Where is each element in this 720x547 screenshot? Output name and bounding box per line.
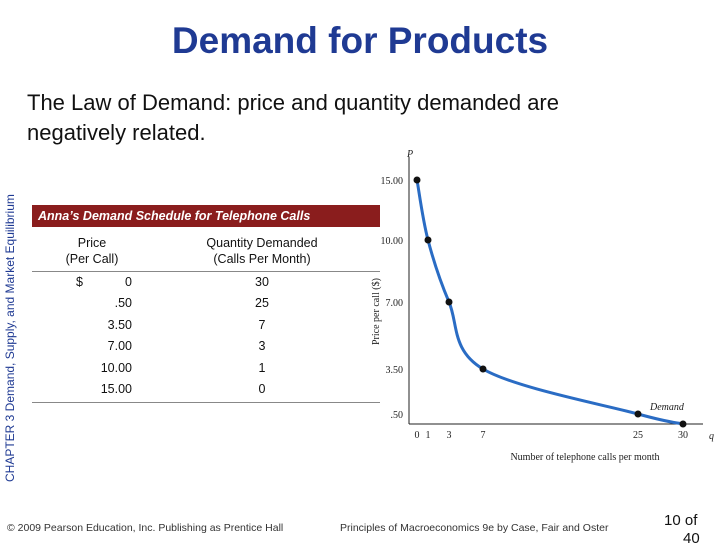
slide-title: Demand for Products — [171, 20, 549, 61]
cell-quantity: 7 — [258, 318, 266, 332]
cell-quantity: 0 — [258, 382, 266, 396]
demand-points — [413, 176, 687, 428]
table-row: $ 0 30 — [32, 275, 380, 295]
column-header-price-line1: Price — [77, 236, 107, 250]
y-tick-label: .50 — [391, 410, 404, 421]
demand-schedule-table: Anna’s Demand Schedule for Telephone Cal… — [32, 205, 380, 403]
cell-price: 3.50 — [107, 318, 132, 332]
table-row: 3.50 7 — [32, 318, 380, 338]
y-axis-label: Price per call ($) — [371, 278, 382, 345]
x-tick-label: 1 — [426, 430, 431, 441]
x-tick-label: 30 — [678, 430, 688, 441]
cell-price: 15.00 — [100, 382, 132, 396]
cell-price: 7.00 — [107, 339, 132, 353]
cell-price: .50 — [114, 296, 132, 310]
footer-copyright: © 2009 Pearson Education, Inc. Publishin… — [7, 522, 284, 534]
chapter-side-label: CHAPTER 3 Demand, Supply, and Market Equ… — [3, 194, 17, 482]
table-row: .50 25 — [32, 296, 380, 316]
y-tick-label: 10.00 — [381, 236, 404, 247]
x-axis-label: Number of telephone calls per month — [510, 452, 659, 463]
cell-quantity: 25 — [255, 296, 269, 310]
y-tick-label: 15.00 — [381, 176, 404, 187]
demand-curve — [415, 179, 684, 426]
curve-label: Demand — [649, 402, 685, 413]
column-header-price-line2: (Per Call) — [65, 252, 119, 266]
x-tick-label: 7 — [481, 430, 486, 441]
demand-curve-chart: P q Price per call ($) Number of telepho… — [371, 149, 714, 463]
demand-point — [634, 410, 642, 418]
table-row: 15.00 0 — [32, 382, 380, 402]
cell-quantity: 1 — [258, 361, 266, 375]
slide-subtitle: The Law of Demand: price and quantity de… — [27, 90, 559, 145]
table-row: 10.00 1 — [32, 361, 380, 381]
page-number-continued: 40 — [683, 530, 700, 547]
demand-point — [424, 236, 432, 244]
cell-price: 0 — [125, 275, 132, 289]
column-header-quantity-line2: (Calls Per Month) — [213, 252, 311, 266]
x-tick-label: 0 — [415, 430, 420, 441]
demand-point — [445, 298, 453, 306]
x-axis-letter: q — [709, 431, 714, 442]
y-axis-letter: P — [406, 149, 413, 160]
dollar-sign: $ — [76, 275, 83, 289]
x-tick-label: 25 — [633, 430, 643, 441]
cell-quantity: 30 — [255, 275, 269, 289]
x-tick-label: 3 — [447, 430, 452, 441]
demand-point — [413, 176, 421, 184]
table-bottom-rule — [32, 402, 380, 403]
y-tick-label: 3.50 — [386, 365, 404, 376]
demand-point — [479, 365, 487, 373]
x-tick-labels: 0 1 3 7 25 30 — [415, 430, 689, 441]
cell-quantity: 3 — [258, 339, 266, 353]
y-tick-label: 7.00 — [386, 298, 404, 309]
table-header-rule — [32, 271, 380, 272]
demand-point — [679, 420, 687, 428]
column-header-price: Price (Per Call) — [42, 235, 142, 267]
y-tick-labels: 15.00 10.00 7.00 3.50 .50 — [381, 176, 404, 421]
cell-price: 10.00 — [100, 361, 132, 375]
column-header-quantity-line1: Quantity Demanded — [206, 236, 318, 250]
footer-book-title: Principles of Macroeconomics 9e by Case,… — [340, 522, 609, 534]
table-header: Anna’s Demand Schedule for Telephone Cal… — [32, 205, 380, 227]
table-row: 7.00 3 — [32, 339, 380, 359]
column-header-quantity: Quantity Demanded (Calls Per Month) — [182, 235, 342, 267]
page-number: 10 of — [664, 512, 698, 529]
